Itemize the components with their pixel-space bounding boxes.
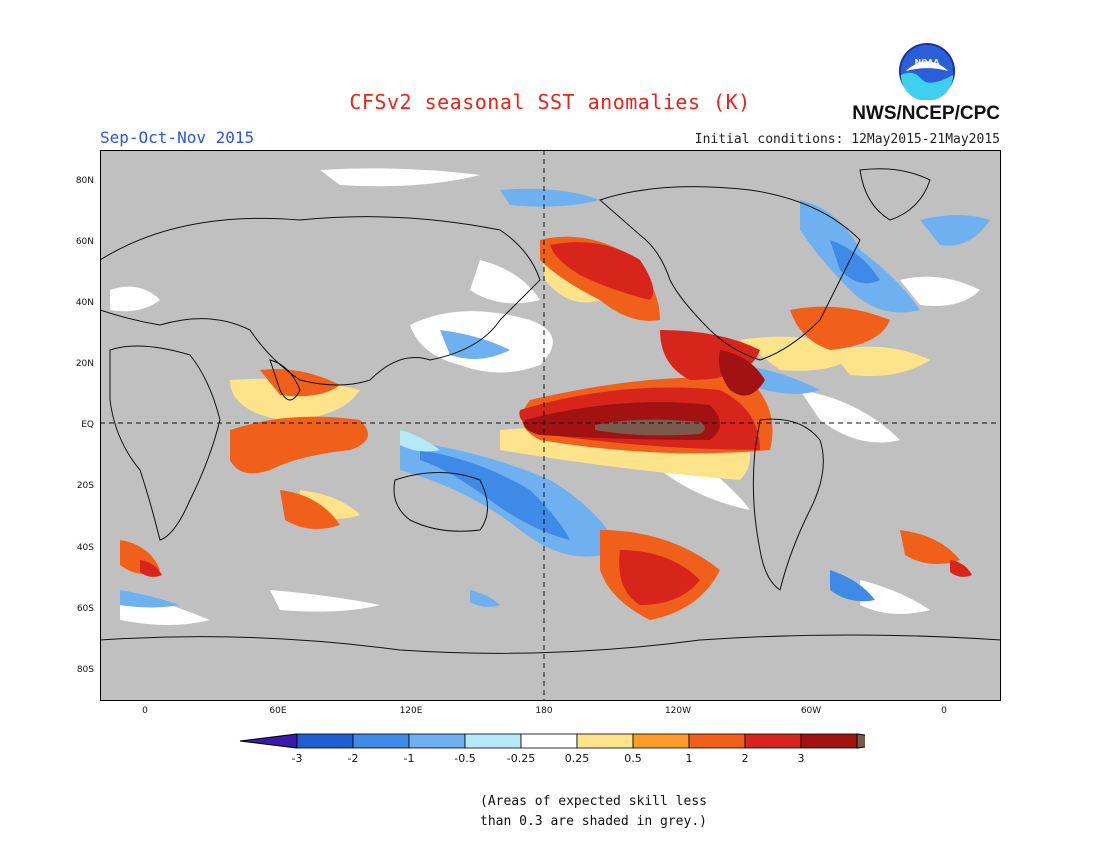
skill-note: (Areas of expected skill less than 0.3 a… bbox=[480, 792, 707, 832]
colorbar-label: -3 bbox=[291, 752, 303, 765]
sst-anomaly-map bbox=[100, 150, 1001, 701]
colorbar-segment bbox=[800, 733, 858, 749]
lon-label: 180 bbox=[535, 706, 553, 716]
colorbar-label: 0.25 bbox=[564, 752, 590, 765]
lon-label: 120E bbox=[399, 706, 423, 716]
extreme-warm-peak bbox=[595, 419, 705, 436]
map-title: CFSv2 seasonal SST anomalies (K) bbox=[349, 90, 751, 114]
lat-label: 60S bbox=[76, 604, 94, 614]
lon-label: 60E bbox=[269, 706, 287, 716]
lat-label: 20S bbox=[76, 481, 94, 491]
colorbar-segment bbox=[408, 733, 466, 749]
colorbar-segment bbox=[352, 733, 410, 749]
svg-text:NOAA: NOAA bbox=[915, 58, 940, 67]
colorbar-label: -0.25 bbox=[506, 752, 536, 765]
colorbar-label: 2 bbox=[741, 752, 749, 765]
colorbar-segment bbox=[632, 733, 690, 749]
colorbar-label: -1 bbox=[403, 752, 415, 765]
colorbar bbox=[239, 733, 865, 749]
colorbar-segment bbox=[744, 733, 802, 749]
colorbar-segment bbox=[296, 733, 354, 749]
initial-conditions-label: Initial conditions: 12May2015-21May2015 bbox=[694, 132, 1000, 147]
colorbar-low-arrow bbox=[239, 733, 298, 749]
skill-note-line-1: (Areas of expected skill less bbox=[480, 794, 707, 809]
lat-label: EQ bbox=[81, 420, 94, 430]
lon-label: 0 bbox=[941, 706, 947, 716]
lat-label: 20N bbox=[75, 359, 94, 369]
colorbar-label: -2 bbox=[347, 752, 359, 765]
colorbar-segment bbox=[464, 733, 522, 749]
cool-anomalies bbox=[120, 188, 990, 608]
lat-label: 80N bbox=[75, 176, 94, 186]
colorbar-label: 0.5 bbox=[624, 752, 642, 765]
agency-label: NWS/NCEP/CPC bbox=[852, 103, 1000, 124]
colorbar-label: 3 bbox=[797, 752, 805, 765]
colorbar-segment bbox=[576, 733, 634, 749]
colorbar-label: -0.5 bbox=[454, 752, 476, 765]
colorbar-segment bbox=[520, 733, 578, 749]
noaa-logo-icon: NOAA bbox=[898, 42, 956, 100]
skill-note-line-2: than 0.3 are shaded in grey.) bbox=[480, 814, 707, 829]
lat-label: 80S bbox=[76, 665, 94, 675]
colorbar-high-arrow bbox=[856, 733, 865, 749]
lon-label: 60W bbox=[800, 706, 822, 716]
lon-label: 120W bbox=[664, 706, 692, 716]
colorbar-label: 1 bbox=[685, 752, 693, 765]
lat-label: 40N bbox=[75, 298, 94, 308]
lat-label: 60N bbox=[75, 237, 94, 247]
season-label: Sep-Oct-Nov 2015 bbox=[100, 128, 255, 147]
colorbar-segment bbox=[688, 733, 746, 749]
coastlines bbox=[100, 168, 1001, 654]
lon-label: 0 bbox=[142, 706, 148, 716]
lat-label: 40S bbox=[76, 543, 94, 553]
